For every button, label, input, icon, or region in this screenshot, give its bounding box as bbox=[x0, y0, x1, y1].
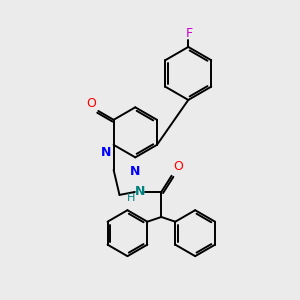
Text: O: O bbox=[86, 97, 96, 110]
Text: N: N bbox=[130, 165, 140, 178]
Text: N: N bbox=[101, 146, 111, 159]
Text: O: O bbox=[173, 160, 183, 173]
Text: F: F bbox=[186, 28, 193, 40]
Text: H: H bbox=[127, 194, 135, 203]
Text: N: N bbox=[135, 185, 145, 199]
